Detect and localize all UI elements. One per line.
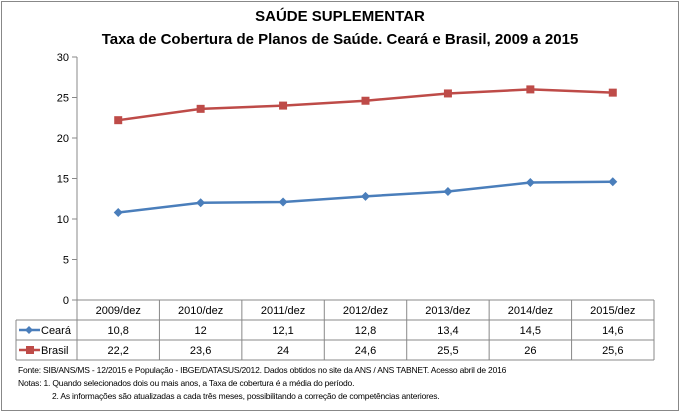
table-cell: 26 [524,345,536,357]
data-point [526,85,535,94]
x-category-label: 2011/dez [261,305,305,317]
note-1: Notas: 1. Quando selecionados dois ou ma… [18,378,355,388]
table-cell: 25,6 [602,345,623,357]
legend-marker [26,346,34,354]
data-point [196,104,205,113]
data-point [278,197,288,207]
data-point [608,88,617,97]
data-point [608,177,618,187]
x-category-label: 2015/dez [590,305,635,317]
source-note: Fonte: SIB/ANS/MS - 12/2015 e População … [18,365,507,375]
table-cell: 14,5 [520,325,541,337]
x-category-label: 2013/dez [425,305,470,317]
y-tick-label: 5 [63,255,69,267]
data-point [196,198,206,208]
data-point [361,96,370,105]
table-cell: 25,5 [437,345,458,357]
x-category-label: 2014/dez [508,305,553,317]
x-category-label: 2009/dez [96,305,141,317]
chart-subtitle: Taxa de Cobertura de Planos de Saúde. Ce… [101,31,579,48]
x-category-label: 2012/dez [343,305,388,317]
y-tick-label: 15 [57,174,69,186]
table-cell: 10,8 [108,325,129,337]
table-cell: 22,2 [108,345,129,357]
y-tick-label: 25 [57,93,69,105]
chart-title: SAÚDE SUPLEMENTAR [255,8,425,25]
y-tick-label: 0 [63,295,69,307]
data-point [279,101,288,110]
legend-marker [25,326,33,334]
y-tick-label: 10 [57,214,69,226]
table-cell: 12,1 [272,325,293,337]
data-point [443,89,452,98]
series-line-Brasil [118,88,613,122]
note-2: 2. As informações são atualizadas a cada… [52,391,440,401]
data-point [114,116,123,125]
table-cell: 12,8 [355,325,376,337]
legend-label: Brasil [41,345,69,357]
data-point [113,208,123,218]
y-tick-label: 30 [57,52,69,64]
y-tick-label: 20 [57,133,69,145]
data-point [443,186,453,196]
table-cell: 23,6 [190,345,211,357]
data-point [361,191,370,201]
x-category-label: 2010/dez [178,305,223,317]
table-cell: 24 [277,345,289,357]
data-point [525,178,535,188]
legend-label: Ceará [41,325,72,337]
table-cell: 12 [195,325,207,337]
table-cell: 24,6 [355,345,376,357]
table-cell: 13,4 [437,325,458,337]
table-cell: 14,6 [602,325,623,337]
